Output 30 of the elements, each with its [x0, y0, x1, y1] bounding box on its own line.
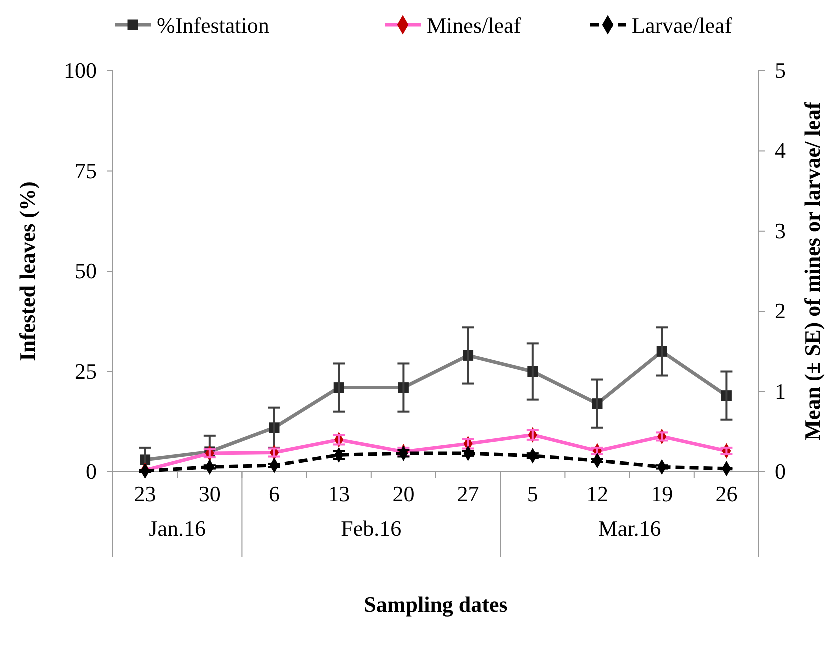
y-axis-title: Infested leaves (%) — [15, 182, 40, 362]
y2-tick-label: 5 — [775, 58, 786, 84]
x-tick-label: 6 — [269, 482, 280, 507]
legend-label: Mines/leaf — [427, 13, 522, 38]
x-tick-label: 23 — [134, 482, 156, 507]
x-tick-label: 26 — [716, 482, 738, 507]
x-axis-title: Sampling dates — [364, 592, 508, 617]
x-tick-label: 12 — [586, 482, 608, 507]
text: Mar.16 — [598, 516, 662, 541]
x-tick-label: 13 — [328, 482, 350, 507]
y2-tick-label: 0 — [775, 459, 786, 484]
y2-tick-label: 1 — [775, 378, 786, 404]
y-tick-label: 0 — [86, 459, 97, 484]
y2-tick-label: 2 — [775, 298, 786, 324]
text: Feb.16 — [341, 516, 402, 541]
x-tick-label: 5 — [527, 482, 538, 507]
x-tick-label: 30 — [198, 482, 221, 507]
y2-axis-title: Mean (± SE) of mines or larvae/ leaf — [800, 102, 825, 441]
legend-label: %Infestation — [157, 13, 270, 38]
text: Jan.16 — [149, 516, 206, 541]
y2-tick-label: 4 — [775, 138, 786, 164]
x-tick-label: 27 — [457, 482, 480, 507]
legend-label: Larvae/leaf — [632, 13, 733, 38]
y-tick-label: 50 — [75, 258, 97, 284]
y-tick-label: 100 — [64, 58, 97, 84]
y2-tick-label: 3 — [775, 218, 786, 244]
x-tick-label: 19 — [651, 482, 674, 507]
y-tick-label: 25 — [75, 358, 97, 384]
x-tick-label: 20 — [392, 482, 415, 507]
y-tick-label: 75 — [75, 158, 97, 184]
